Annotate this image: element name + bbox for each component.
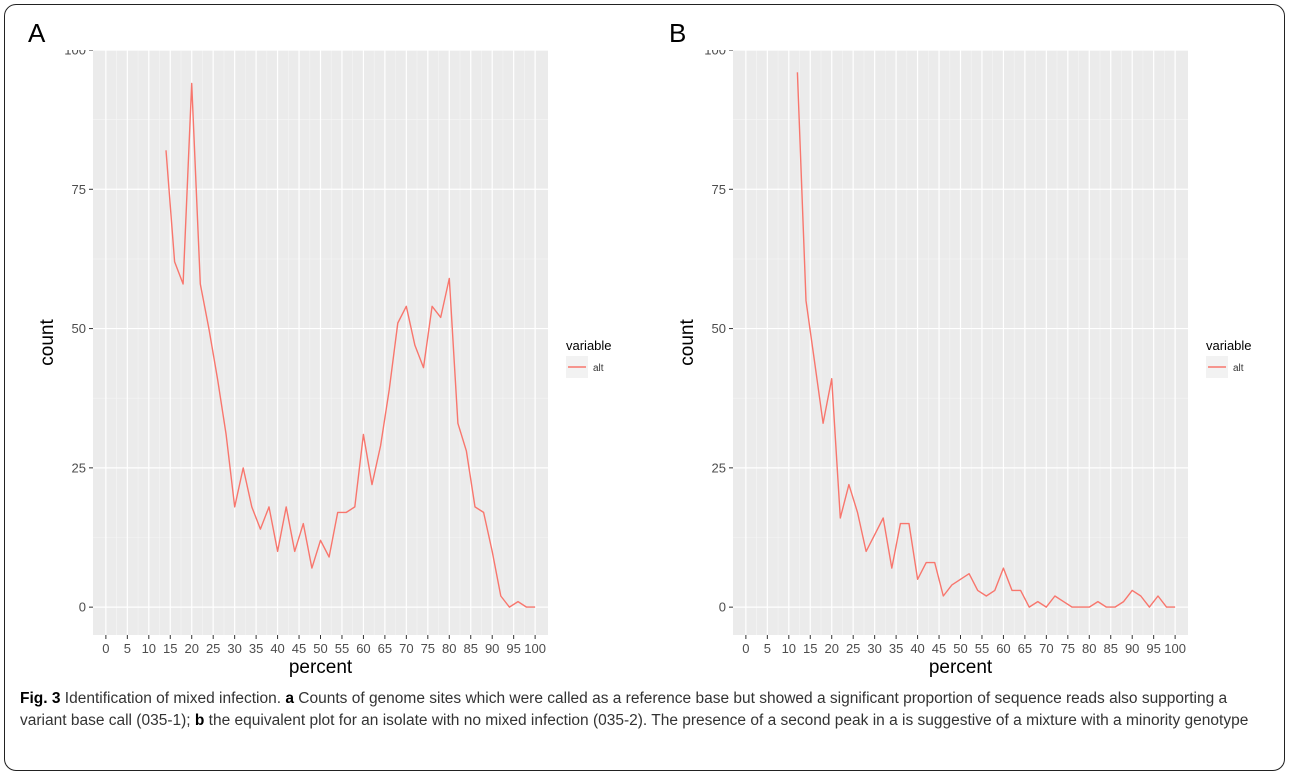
x-tick-label: 40 bbox=[270, 641, 284, 656]
x-tick-label: 15 bbox=[163, 641, 177, 656]
x-tick-label: 10 bbox=[782, 641, 796, 656]
x-tick-label: 20 bbox=[824, 641, 838, 656]
y-tick-label: 0 bbox=[79, 600, 86, 615]
x-tick-label: 60 bbox=[356, 641, 370, 656]
chart-panel-a: 0 5 10 15 20 25 30 35 40 45 50 55 60 65 70 75 80 85 90 95 10… bbox=[37, 50, 612, 678]
x-tick-label: 30 bbox=[227, 641, 241, 656]
x-tick-label: 55 bbox=[975, 641, 989, 656]
y-tick-label: 100 bbox=[64, 50, 86, 58]
caption-b-label: b bbox=[194, 711, 205, 729]
legend-label: alt bbox=[593, 363, 604, 374]
x-tick-label: 95 bbox=[1146, 641, 1160, 656]
x-axis-title: percent bbox=[289, 657, 353, 678]
caption-a-text: Counts of genome sites which were called… bbox=[20, 690, 1228, 729]
y-tick-label: 0 bbox=[719, 600, 726, 615]
series-line-alt bbox=[796, 72, 1176, 608]
x-tick-label: 5 bbox=[124, 641, 131, 656]
chart-panel-b: 0 5 10 15 20 25 30 35 40 45 50 55 60 65 70 75 80 85 90 95 10… bbox=[677, 50, 1252, 678]
figure-caption: Fig. 3 Identification of mixed infection… bbox=[20, 688, 1275, 731]
legend-title: variable bbox=[566, 338, 612, 353]
y-tick-label: 100 bbox=[704, 50, 726, 58]
x-tick-label: 50 bbox=[953, 641, 967, 656]
legend-title: variable bbox=[1206, 338, 1252, 353]
x-tick-label: 45 bbox=[932, 641, 946, 656]
x-tick-label: 85 bbox=[1104, 641, 1118, 656]
x-tick-label: 45 bbox=[292, 641, 306, 656]
x-tick-label: 80 bbox=[442, 641, 456, 656]
caption-fig-label: Fig. 3 bbox=[20, 690, 61, 707]
x-tick-label: 60 bbox=[996, 641, 1010, 656]
x-tick-label: 70 bbox=[1039, 641, 1053, 656]
x-tick-label: 50 bbox=[313, 641, 327, 656]
y-axis-title: count bbox=[37, 319, 58, 366]
y-tick-label: 25 bbox=[712, 460, 726, 475]
x-tick-label: 15 bbox=[803, 641, 817, 656]
x-tick-label: 100 bbox=[524, 641, 546, 656]
y-tick-label: 50 bbox=[72, 321, 86, 336]
y-tick-label: 50 bbox=[712, 321, 726, 336]
x-tick-label: 0 bbox=[102, 641, 109, 656]
panel-letter-a: A bbox=[28, 18, 46, 48]
x-tick-label: 95 bbox=[506, 641, 520, 656]
panel-letter-b: B bbox=[669, 18, 687, 48]
x-axis-title: percent bbox=[929, 657, 993, 678]
x-tick-label: 55 bbox=[335, 641, 349, 656]
x-tick-label: 10 bbox=[142, 641, 156, 656]
x-tick-label: 85 bbox=[464, 641, 478, 656]
x-tick-label: 20 bbox=[184, 641, 198, 656]
x-tick-label: 35 bbox=[249, 641, 263, 656]
x-tick-label: 90 bbox=[485, 641, 499, 656]
x-tick-label: 25 bbox=[206, 641, 220, 656]
caption-intro: Identification of mixed infection. bbox=[60, 690, 286, 707]
y-tick-label: 25 bbox=[72, 460, 86, 475]
x-tick-label: 65 bbox=[1018, 641, 1032, 656]
legend-label: alt bbox=[1233, 363, 1244, 374]
caption-a-label: a bbox=[285, 690, 294, 707]
x-tick-label: 5 bbox=[764, 641, 771, 656]
x-tick-label: 40 bbox=[910, 641, 924, 656]
x-tick-label: 30 bbox=[867, 641, 881, 656]
series-line-alt bbox=[165, 82, 536, 608]
x-tick-label: 70 bbox=[399, 641, 413, 656]
x-tick-label: 65 bbox=[378, 641, 392, 656]
y-tick-label: 75 bbox=[712, 182, 726, 197]
y-axis-title: count bbox=[677, 319, 698, 366]
y-tick-label: 75 bbox=[72, 182, 86, 197]
figure-frame bbox=[4, 4, 1285, 771]
x-tick-label: 25 bbox=[846, 641, 860, 656]
x-tick-label: 35 bbox=[889, 641, 903, 656]
caption-b-text: the equivalent plot for an isolate with … bbox=[204, 711, 1249, 729]
x-tick-label: 0 bbox=[742, 641, 749, 656]
x-tick-label: 80 bbox=[1082, 641, 1096, 656]
x-tick-label: 90 bbox=[1125, 641, 1139, 656]
x-tick-label: 100 bbox=[1164, 641, 1186, 656]
x-tick-label: 75 bbox=[421, 641, 435, 656]
x-tick-label: 75 bbox=[1061, 641, 1075, 656]
